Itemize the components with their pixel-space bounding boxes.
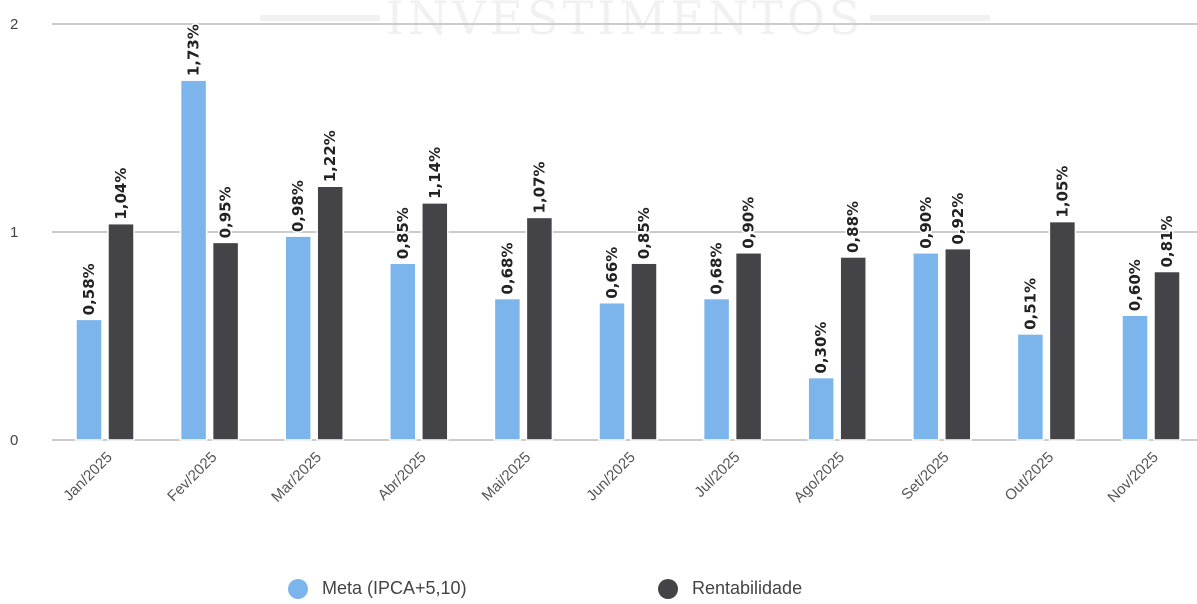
data-label-rentabilidade: 1,07% <box>530 161 548 213</box>
bar-meta[interactable] <box>1016 333 1045 441</box>
x-tick-label: Nov/2025 <box>1104 449 1161 506</box>
legend-label-meta: Meta (IPCA+5,10) <box>322 578 467 598</box>
y-axis-ticks: 0 1 2 <box>10 16 18 449</box>
bar-rentabilidade[interactable] <box>839 256 867 441</box>
bar-rentabilidade[interactable] <box>525 216 554 441</box>
x-tick-label: Jul/2025 <box>691 449 743 501</box>
bar-meta[interactable] <box>598 301 626 441</box>
data-labels: 0,58% 1,04% 1,73% 0,95% 0,98% 1,22% 0,85% 1,14%… <box>79 23 1178 375</box>
bar-rentabilidade[interactable] <box>630 262 658 441</box>
data-label-meta: 0,85% <box>394 207 412 259</box>
data-label-meta: 0,98% <box>289 180 307 232</box>
x-tick-label: Mar/2025 <box>268 449 325 506</box>
bar-meta[interactable] <box>702 297 731 441</box>
legend-item-meta[interactable]: Meta (IPCA+5,10) <box>288 578 467 599</box>
bar-meta[interactable] <box>807 376 835 441</box>
watermark: INVESTIMENTOS <box>260 0 990 45</box>
data-label-rentabilidade: 0,88% <box>844 201 862 253</box>
data-label-meta: 0,30% <box>812 322 830 374</box>
x-axis-ticks: Jan/2025 Fev/2025 Mar/2025 Abr/2025 Mai/2025… <box>60 449 1162 506</box>
data-label-meta: 0,68% <box>498 243 516 295</box>
bar-rentabilidade[interactable] <box>211 241 240 441</box>
data-label-rentabilidade: 1,04% <box>112 168 130 220</box>
bar-meta[interactable] <box>179 79 208 441</box>
x-tick-label: Set/2025 <box>898 449 952 503</box>
y-tick-label: 2 <box>10 16 18 33</box>
x-tick-label: Ago/2025 <box>791 449 848 506</box>
data-label-meta: 0,66% <box>603 247 621 299</box>
legend: Meta (IPCA+5,10) Rentabilidade <box>0 578 1197 604</box>
data-label-rentabilidade: 0,85% <box>635 207 653 259</box>
x-tick-label: Mai/2025 <box>479 449 535 505</box>
bar-meta[interactable] <box>75 318 103 441</box>
legend-marker-rentabilidade <box>658 578 678 599</box>
y-tick-label: 0 <box>10 432 18 449</box>
bar-rentabilidade[interactable] <box>107 222 135 441</box>
y-tick-label: 1 <box>10 224 18 241</box>
data-label-rentabilidade: 0,81% <box>1158 215 1176 267</box>
x-tick-label: Fev/2025 <box>164 449 220 505</box>
bar-rentabilidade[interactable] <box>1153 270 1181 441</box>
bar-rentabilidade[interactable] <box>316 185 344 441</box>
bar-chart: INVESTIMENTOS 012 0,58%1,04%1,73%0,95% 0,… <box>10 0 1197 506</box>
bar-rentabilidade[interactable] <box>1048 220 1077 441</box>
data-label-rentabilidade: 0,95% <box>217 186 235 238</box>
data-label-meta: 0,60% <box>1126 259 1144 311</box>
data-label-rentabilidade: 0,92% <box>949 193 967 245</box>
legend-marker-meta <box>288 578 308 599</box>
data-label-rentabilidade: 1,22% <box>321 130 339 182</box>
data-label-meta: 0,51% <box>1021 278 1039 330</box>
data-label-meta: 0,90% <box>917 197 935 249</box>
legend-item-rentabilidade[interactable]: Rentabilidade <box>658 578 802 599</box>
bar-meta[interactable] <box>284 235 312 441</box>
bars <box>75 79 1181 441</box>
bar-meta[interactable] <box>493 297 522 441</box>
data-label-rentabilidade: 0,90% <box>740 197 758 249</box>
x-tick-label: Jan/2025 <box>60 449 116 505</box>
data-label-meta: 1,73% <box>185 24 203 76</box>
data-label-meta: 0,68% <box>708 243 726 295</box>
data-label-rentabilidade: 1,14% <box>426 147 444 199</box>
bar-meta[interactable] <box>912 252 940 441</box>
data-label-meta: 0,58% <box>80 263 98 315</box>
x-tick-label: Jun/2025 <box>583 449 639 505</box>
bar-meta[interactable] <box>389 262 417 441</box>
x-tick-label: Abr/2025 <box>375 449 430 504</box>
data-label-rentabilidade: 1,05% <box>1053 166 1071 218</box>
bar-meta[interactable] <box>1121 314 1149 441</box>
legend-label-rentabilidade: Rentabilidade <box>692 578 803 598</box>
x-tick-label: Out/2025 <box>1002 449 1058 505</box>
watermark-text: INVESTIMENTOS <box>386 0 864 45</box>
bar-rentabilidade[interactable] <box>734 252 763 441</box>
bar-rentabilidade[interactable] <box>421 202 449 441</box>
bar-rentabilidade[interactable] <box>944 247 972 441</box>
